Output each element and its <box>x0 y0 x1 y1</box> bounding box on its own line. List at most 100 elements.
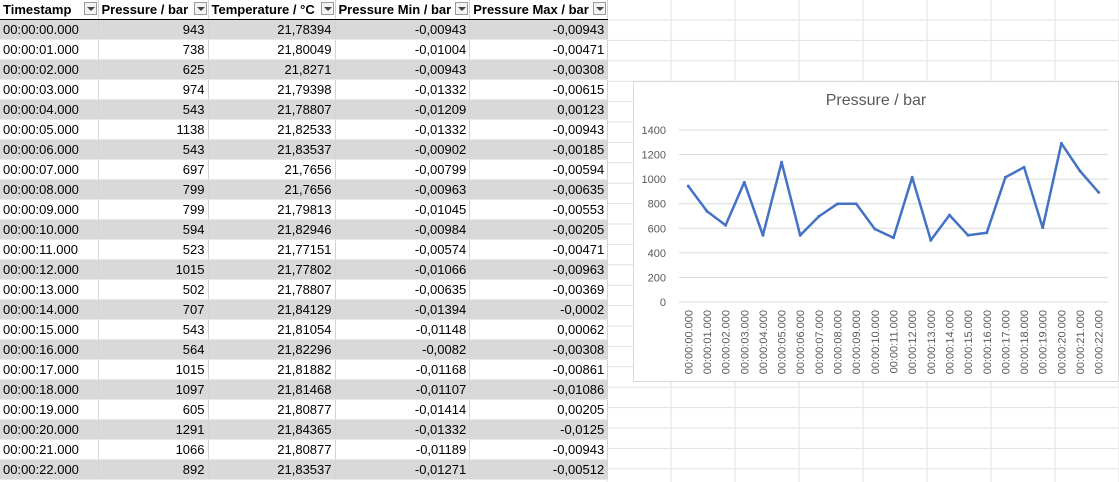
cell-pressure-min[interactable]: -0,01271 <box>335 459 471 480</box>
cell-temperature[interactable]: 21,78807 <box>208 279 336 300</box>
cell-pressure-min[interactable]: -0,01332 <box>335 119 471 140</box>
cell-temperature[interactable]: 21,78394 <box>208 19 336 40</box>
cell-temperature[interactable]: 21,80049 <box>208 39 336 60</box>
cell-pressure-max[interactable]: -0,00553 <box>469 199 609 220</box>
cell-timestamp[interactable]: 00:00:19.000 <box>0 399 99 420</box>
cell-pressure[interactable]: 1138 <box>98 119 209 140</box>
cell-pressure-max[interactable]: -0,00943 <box>469 19 609 40</box>
cell-timestamp[interactable]: 00:00:00.000 <box>0 19 99 40</box>
cell-pressure[interactable]: 1015 <box>98 259 209 280</box>
cell-pressure-min[interactable]: -0,01045 <box>335 199 471 220</box>
cell-pressure[interactable]: 605 <box>98 399 209 420</box>
cell-pressure-max[interactable]: -0,00308 <box>469 59 609 80</box>
cell-timestamp[interactable]: 00:00:08.000 <box>0 179 99 200</box>
cell-pressure-min[interactable]: -0,00635 <box>335 279 471 300</box>
cell-pressure-min[interactable]: -0,00943 <box>335 19 471 40</box>
cell-timestamp[interactable]: 00:00:03.000 <box>0 79 99 100</box>
filter-dropdown-icon[interactable] <box>193 2 207 15</box>
cell-pressure-min[interactable]: -0,00963 <box>335 179 471 200</box>
cell-timestamp[interactable]: 00:00:12.000 <box>0 259 99 280</box>
cell-pressure-max[interactable]: -0,00594 <box>469 159 609 180</box>
cell-pressure-max[interactable]: -0,00471 <box>469 239 609 260</box>
cell-pressure[interactable]: 1066 <box>98 439 209 460</box>
cell-pressure-max[interactable]: -0,00471 <box>469 39 609 60</box>
cell-pressure-min[interactable]: -0,01332 <box>335 419 471 440</box>
cell-timestamp[interactable]: 00:00:16.000 <box>0 339 99 360</box>
cell-pressure[interactable]: 799 <box>98 199 209 220</box>
cell-pressure-min[interactable]: -0,01066 <box>335 259 471 280</box>
cell-pressure[interactable]: 707 <box>98 299 209 320</box>
cell-pressure-min[interactable]: -0,01414 <box>335 399 471 420</box>
cell-pressure-min[interactable]: -0,00799 <box>335 159 471 180</box>
cell-pressure[interactable]: 974 <box>98 79 209 100</box>
cell-temperature[interactable]: 21,77802 <box>208 259 336 280</box>
cell-pressure-min[interactable]: -0,00574 <box>335 239 471 260</box>
cell-temperature[interactable]: 21,7656 <box>208 159 336 180</box>
cell-pressure-max[interactable]: -0,0002 <box>469 299 609 320</box>
cell-temperature[interactable]: 21,77151 <box>208 239 336 260</box>
cell-pressure[interactable]: 1291 <box>98 419 209 440</box>
cell-pressure-min[interactable]: -0,01394 <box>335 299 471 320</box>
cell-temperature[interactable]: 21,84365 <box>208 419 336 440</box>
cell-temperature[interactable]: 21,82533 <box>208 119 336 140</box>
cell-timestamp[interactable]: 00:00:15.000 <box>0 319 99 340</box>
cell-temperature[interactable]: 21,84129 <box>208 299 336 320</box>
cell-pressure-min[interactable]: -0,01107 <box>335 379 471 400</box>
cell-temperature[interactable]: 21,78807 <box>208 99 336 120</box>
filter-dropdown-icon[interactable] <box>83 2 97 15</box>
cell-timestamp[interactable]: 00:00:13.000 <box>0 279 99 300</box>
cell-temperature[interactable]: 21,83537 <box>208 139 336 160</box>
cell-temperature[interactable]: 21,7656 <box>208 179 336 200</box>
cell-pressure-max[interactable]: -0,01086 <box>469 379 609 400</box>
cell-pressure-max[interactable]: -0,00943 <box>469 439 609 460</box>
cell-pressure-min[interactable]: -0,01148 <box>335 319 471 340</box>
cell-temperature[interactable]: 21,81882 <box>208 359 336 380</box>
cell-timestamp[interactable]: 00:00:04.000 <box>0 99 99 120</box>
cell-pressure-max[interactable]: -0,00512 <box>469 459 609 480</box>
cell-timestamp[interactable]: 00:00:02.000 <box>0 59 99 80</box>
cell-timestamp[interactable]: 00:00:07.000 <box>0 159 99 180</box>
cell-pressure[interactable]: 502 <box>98 279 209 300</box>
cell-pressure-min[interactable]: -0,00902 <box>335 139 471 160</box>
cell-pressure[interactable]: 892 <box>98 459 209 480</box>
cell-pressure[interactable]: 543 <box>98 139 209 160</box>
cell-pressure-min[interactable]: -0,00943 <box>335 59 471 80</box>
cell-pressure[interactable]: 738 <box>98 39 209 60</box>
cell-pressure-min[interactable]: -0,01209 <box>335 99 471 120</box>
cell-pressure-max[interactable]: -0,00615 <box>469 79 609 100</box>
cell-pressure[interactable]: 1015 <box>98 359 209 380</box>
cell-pressure-min[interactable]: -0,01189 <box>335 439 471 460</box>
cell-temperature[interactable]: 21,82296 <box>208 339 336 360</box>
cell-timestamp[interactable]: 00:00:21.000 <box>0 439 99 460</box>
cell-pressure-min[interactable]: -0,01332 <box>335 79 471 100</box>
cell-timestamp[interactable]: 00:00:11.000 <box>0 239 99 260</box>
cell-pressure-max[interactable]: 0,00123 <box>469 99 609 120</box>
cell-pressure-max[interactable]: -0,00185 <box>469 139 609 160</box>
cell-temperature[interactable]: 21,83537 <box>208 459 336 480</box>
cell-pressure-min[interactable]: -0,00984 <box>335 219 471 240</box>
cell-pressure-max[interactable]: -0,00205 <box>469 219 609 240</box>
cell-timestamp[interactable]: 00:00:17.000 <box>0 359 99 380</box>
cell-pressure-max[interactable]: -0,00308 <box>469 339 609 360</box>
cell-timestamp[interactable]: 00:00:14.000 <box>0 299 99 320</box>
cell-pressure[interactable]: 625 <box>98 59 209 80</box>
chart-container[interactable]: Pressure / bar 0 200 400 600 800 1000 1200 1400… <box>633 81 1119 382</box>
cell-temperature[interactable]: 21,82946 <box>208 219 336 240</box>
cell-pressure[interactable]: 799 <box>98 179 209 200</box>
cell-timestamp[interactable]: 00:00:18.000 <box>0 379 99 400</box>
cell-temperature[interactable]: 21,79813 <box>208 199 336 220</box>
cell-timestamp[interactable]: 00:00:10.000 <box>0 219 99 240</box>
filter-dropdown-icon[interactable] <box>455 2 469 15</box>
cell-timestamp[interactable]: 00:00:05.000 <box>0 119 99 140</box>
cell-temperature[interactable]: 21,81468 <box>208 379 336 400</box>
cell-pressure-max[interactable]: -0,00943 <box>469 119 609 140</box>
cell-temperature[interactable]: 21,80877 <box>208 439 336 460</box>
cell-pressure-max[interactable]: -0,0125 <box>469 419 609 440</box>
cell-pressure-max[interactable]: -0,00861 <box>469 359 609 380</box>
cell-pressure-min[interactable]: -0,01168 <box>335 359 471 380</box>
cell-temperature[interactable]: 21,80877 <box>208 399 336 420</box>
cell-temperature[interactable]: 21,79398 <box>208 79 336 100</box>
cell-pressure[interactable]: 943 <box>98 19 209 40</box>
cell-temperature[interactable]: 21,8271 <box>208 59 336 80</box>
cell-pressure-max[interactable]: -0,00369 <box>469 279 609 300</box>
